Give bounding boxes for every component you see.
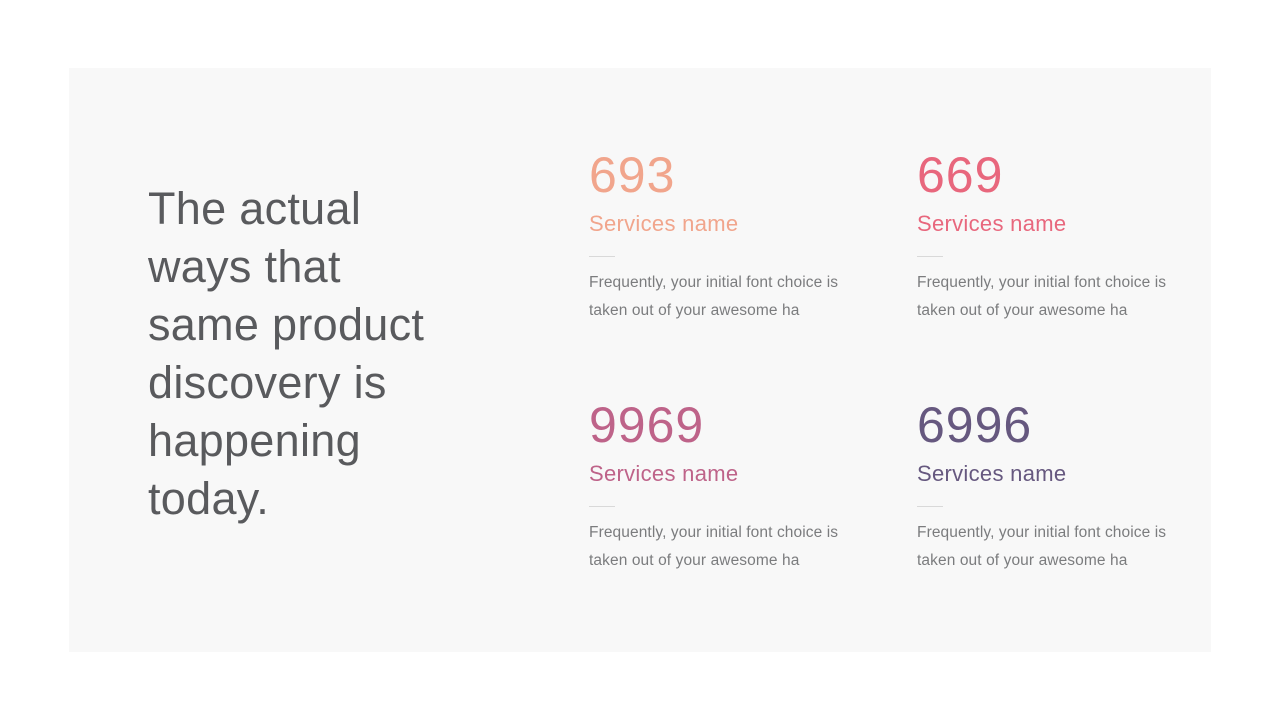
stat-card: 693 Services name Frequently, your initi… <box>589 146 874 324</box>
stat-description: Frequently, your initial font choice is … <box>917 524 1167 569</box>
stat-divider <box>589 256 615 257</box>
stat-value: 693 <box>589 147 676 203</box>
stat-card: 9969 Services name Frequently, your init… <box>589 396 874 574</box>
stat-value: 9969 <box>589 397 705 453</box>
heading-line: ways that <box>148 241 341 292</box>
stat-label: Services name <box>917 211 1067 236</box>
heading-line: today. <box>148 473 270 524</box>
heading-line: discovery is <box>148 357 387 408</box>
slide-panel: The actual ways that same product discov… <box>69 68 1211 652</box>
stat-value: 6996 <box>917 397 1033 453</box>
stat-value: 669 <box>917 147 1004 203</box>
stat-description: Frequently, your initial font choice is … <box>589 274 839 319</box>
stat-divider <box>917 256 943 257</box>
heading-line: same product <box>148 299 425 350</box>
stat-card: 6996 Services name Frequently, your init… <box>917 396 1202 574</box>
stat-divider <box>917 506 943 507</box>
stat-label: Services name <box>917 461 1067 486</box>
heading-line: The actual <box>148 183 362 234</box>
stat-description: Frequently, your initial font choice is … <box>917 274 1167 319</box>
stat-divider <box>589 506 615 507</box>
slide-heading: The actual ways that same product discov… <box>148 180 508 528</box>
stat-label: Services name <box>589 461 739 486</box>
stat-description: Frequently, your initial font choice is … <box>589 524 839 569</box>
stat-label: Services name <box>589 211 739 236</box>
stat-card: 669 Services name Frequently, your initi… <box>917 146 1202 324</box>
heading-line: happening <box>148 415 361 466</box>
